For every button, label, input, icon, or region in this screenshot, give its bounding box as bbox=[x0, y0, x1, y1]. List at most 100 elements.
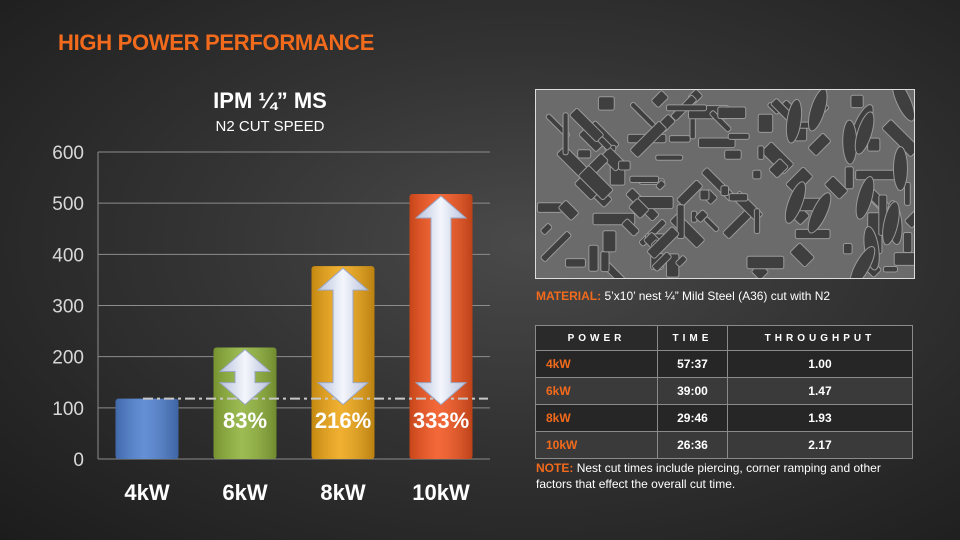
nest-part-shape bbox=[904, 181, 911, 206]
nest-part-shape bbox=[600, 251, 610, 273]
throughput-cell: 2.17 bbox=[726, 431, 914, 459]
throughput-cell: 1.93 bbox=[726, 404, 914, 432]
nest-part-shape bbox=[564, 258, 586, 268]
nest-part-shape bbox=[882, 266, 898, 273]
throughput-table: POWER TIME THROUGHPUT 4kW 57:37 1.00 6kW… bbox=[535, 325, 914, 459]
nest-part-shape bbox=[891, 90, 914, 122]
nest-part-shape bbox=[651, 90, 669, 108]
header-power: POWER bbox=[535, 325, 658, 351]
nest-part-shape bbox=[699, 189, 710, 201]
x-category-label: 10kW bbox=[412, 480, 470, 505]
header-throughput: THROUGHPUT bbox=[726, 325, 914, 351]
increase-arrow bbox=[414, 195, 468, 406]
y-tick-label: 100 bbox=[52, 399, 84, 420]
nest-part-shape bbox=[628, 198, 649, 219]
nest-part-shape bbox=[844, 166, 854, 190]
nest-part-shape bbox=[807, 192, 832, 234]
chart-subtitle: N2 CUT SPEED bbox=[215, 118, 325, 135]
x-category-label: 4kW bbox=[124, 480, 169, 505]
y-tick-label: 600 bbox=[52, 143, 84, 164]
nest-part-shape bbox=[854, 111, 875, 155]
material-caption: MATERIAL: 5’x10’ nest ¼” Mild Steel (A36… bbox=[536, 289, 830, 303]
chart-title: IPM ¼” MS bbox=[213, 88, 327, 113]
nest-cut-photo bbox=[535, 89, 915, 279]
increase-label: 216% bbox=[315, 408, 371, 433]
nest-part-shape bbox=[655, 154, 684, 161]
time-cell: 26:36 bbox=[657, 431, 728, 459]
nest-part-shape bbox=[757, 145, 765, 160]
nest-part-shape bbox=[676, 204, 685, 240]
note-label: NOTE: bbox=[536, 461, 574, 475]
note-body: Nest cut times include piercing, corner … bbox=[536, 461, 881, 491]
nest-part-shape bbox=[647, 226, 680, 259]
x-category-label: 6kW bbox=[222, 480, 267, 505]
steel-nest-image bbox=[536, 90, 914, 278]
table-header-row: POWER TIME THROUGHPUT bbox=[535, 325, 914, 351]
increase-label: 333% bbox=[413, 408, 469, 433]
power-cell: 8kW bbox=[535, 404, 658, 432]
nest-part-shape bbox=[855, 176, 875, 220]
nest-part-shape bbox=[849, 246, 876, 278]
nest-part-shape bbox=[752, 169, 762, 180]
table-row: 6kW 39:00 1.47 bbox=[535, 377, 914, 405]
nest-part-shape bbox=[784, 181, 807, 224]
nest-part-shape bbox=[717, 106, 747, 120]
nest-part-shape bbox=[882, 119, 914, 157]
y-tick-label: 0 bbox=[73, 450, 84, 471]
nest-part-shape bbox=[562, 112, 569, 156]
nest-part-shape bbox=[540, 231, 572, 262]
nest-part-shape bbox=[675, 255, 688, 267]
nest-part-shape bbox=[652, 251, 672, 272]
time-cell: 29:46 bbox=[657, 404, 728, 432]
nest-part-shape bbox=[618, 160, 631, 171]
increase-arrow bbox=[218, 348, 272, 406]
nest-part-shape bbox=[790, 242, 815, 268]
nest-part-shape bbox=[630, 121, 667, 158]
time-cell: 39:00 bbox=[657, 377, 728, 405]
nest-part-shape bbox=[588, 244, 599, 272]
nest-part-shape bbox=[893, 252, 914, 266]
nest-part-shape bbox=[746, 255, 785, 270]
header-time: TIME bbox=[657, 325, 728, 351]
nest-part-shape bbox=[676, 179, 703, 207]
nest-part-shape bbox=[892, 146, 908, 192]
nest-part-shape bbox=[558, 200, 579, 221]
power-cell: 10kW bbox=[535, 431, 658, 459]
y-tick-label: 400 bbox=[52, 245, 84, 266]
nest-part-shape bbox=[602, 230, 617, 253]
note-text: NOTE: Nest cut times include piercing, c… bbox=[536, 460, 906, 492]
increase-arrow bbox=[316, 267, 370, 406]
bar-chart: 0 100 200 300 400 500 600 4kW 6kW 8kW 10kW 83% 216% 3… bbox=[52, 143, 490, 505]
nest-part-shape bbox=[655, 180, 666, 190]
bar-shading bbox=[115, 398, 179, 459]
material-label: MATERIAL: bbox=[536, 289, 602, 303]
time-cell: 57:37 bbox=[657, 350, 728, 378]
nest-part-shape bbox=[703, 216, 720, 233]
nest-part-shape bbox=[724, 149, 742, 160]
material-text: 5’x10’ nest ¼” Mild Steel (A36) cut with… bbox=[604, 289, 831, 303]
nest-part-shape bbox=[727, 132, 750, 140]
nest-part-shape bbox=[753, 208, 761, 235]
nest-part-shape bbox=[577, 149, 592, 159]
nest-part-shape bbox=[882, 201, 900, 246]
y-tick-label: 500 bbox=[52, 194, 84, 215]
y-tick-label: 300 bbox=[52, 297, 84, 318]
nest-part-shape bbox=[668, 135, 691, 143]
nest-part-shape bbox=[807, 90, 828, 132]
nest-part-shape bbox=[597, 136, 612, 151]
throughput-cell: 1.00 bbox=[726, 350, 914, 378]
nest-part-shape bbox=[621, 218, 640, 237]
nest-part-shape bbox=[855, 169, 896, 181]
nest-part-shape bbox=[902, 231, 913, 253]
nest-part-shape bbox=[709, 110, 732, 133]
slide-title: HIGH POWER PERFORMANCE bbox=[58, 30, 375, 55]
nest-part-shape bbox=[808, 133, 831, 156]
nest-part-shape bbox=[850, 94, 864, 109]
y-tick-label: 200 bbox=[52, 348, 84, 369]
nest-part-shape bbox=[597, 96, 615, 111]
nest-part-shape bbox=[768, 158, 789, 178]
table-row: 10kW 26:36 2.17 bbox=[535, 431, 914, 459]
nest-part-shape bbox=[665, 104, 708, 112]
nest-part-shape bbox=[757, 113, 774, 133]
power-cell: 4kW bbox=[535, 350, 658, 378]
